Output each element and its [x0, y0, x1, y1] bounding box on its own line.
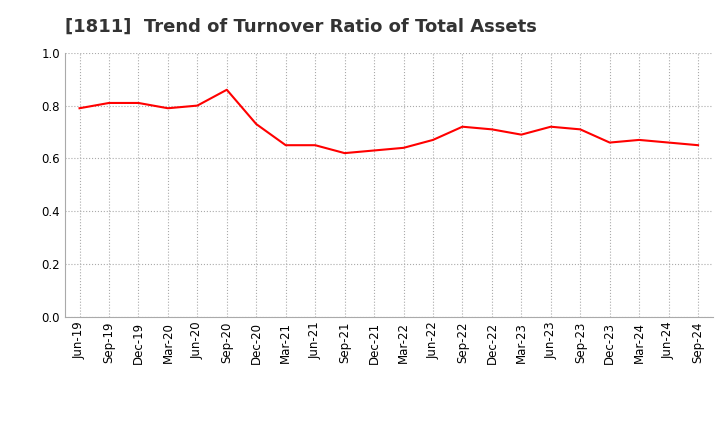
Text: [1811]  Trend of Turnover Ratio of Total Assets: [1811] Trend of Turnover Ratio of Total …	[65, 18, 536, 36]
